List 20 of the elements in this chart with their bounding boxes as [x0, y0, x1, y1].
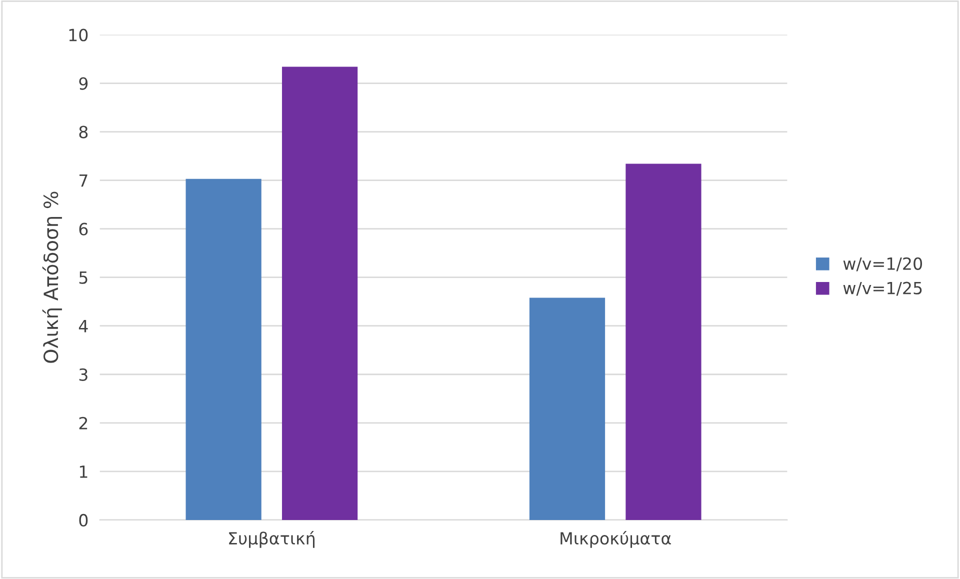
y-tick-label: 3 [79, 368, 88, 381]
y-tick-label: 0 [79, 514, 88, 527]
y-tick-label: 1 [80, 466, 88, 478]
legend-label: w/v=1/25 [843, 282, 922, 296]
legend-label: w/v=1/20 [843, 257, 922, 272]
y-tick-label: 9 [79, 77, 88, 90]
y-axis-title: Ολική Απόδοση % [42, 192, 62, 363]
y-tick-label: 8 [79, 126, 88, 138]
y-tick-label: 4 [78, 320, 88, 332]
x-tick-label: Συμβατική [229, 531, 314, 548]
bar [186, 178, 262, 520]
x-tick-label: Μικροκύματα [560, 531, 671, 548]
bar [529, 298, 606, 520]
y-tick-label: 6 [79, 222, 88, 236]
y-tick-label: 5 [79, 272, 88, 284]
y-tick-label: 7 [79, 174, 88, 187]
y-tick-label: 2 [79, 416, 88, 430]
bar [282, 66, 358, 520]
y-tick-label: 10 [69, 28, 88, 42]
bar [626, 164, 702, 520]
